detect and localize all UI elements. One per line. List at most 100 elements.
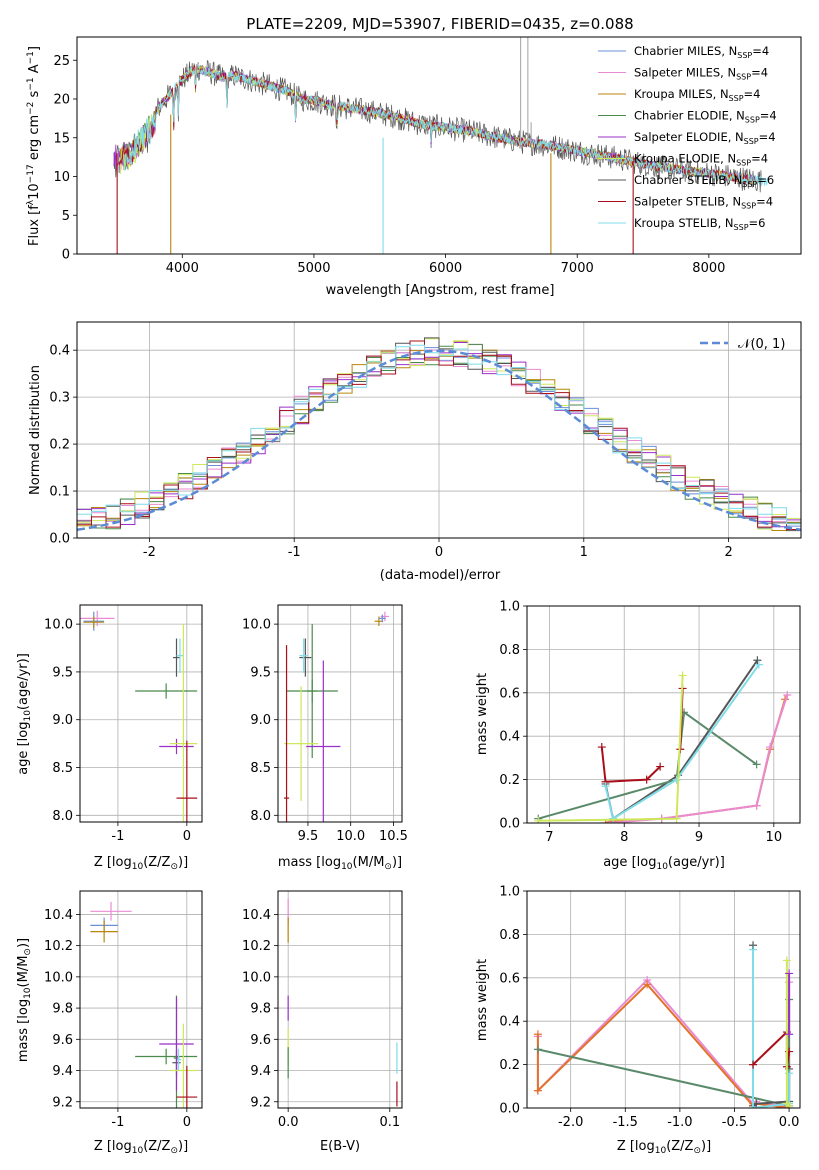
- legend-sub: SSP: [744, 137, 759, 146]
- legend-text: Chabrier STELIB, N: [634, 173, 742, 187]
- label-part: (M/M: [16, 956, 31, 988]
- legend-text: Kroupa MILES, N: [634, 87, 729, 101]
- axes-frame: [526, 890, 801, 1109]
- x-tick-label: 6000: [429, 261, 462, 276]
- x-tick-label: 0.0: [278, 1115, 299, 1130]
- y-tick-label: 0.0: [49, 532, 70, 547]
- y-tick-label: 8.0: [52, 809, 73, 824]
- x-axis-label: E(B-V): [320, 1139, 360, 1154]
- mass-weight-marker: [533, 1086, 542, 1095]
- y-tick-label: 10.4: [242, 908, 271, 923]
- x-axis-label: Z [log10(Z/Z⊙)]: [94, 855, 188, 872]
- y-tick-label: 15: [53, 131, 70, 146]
- label-part: )]: [701, 1139, 711, 1154]
- legend-text: Chabrier ELODIE, N: [634, 109, 745, 123]
- x-tick-label: 1: [580, 545, 588, 560]
- plot-area: [534, 656, 792, 823]
- y-tick-label: 1.0: [499, 600, 520, 615]
- mass-weight-marker: [752, 760, 761, 769]
- panel-age-vs-mass: 9.5 10.0 10.5 8.0 8.5 9.0 9.5 10.0: [242, 605, 408, 844]
- x-tick-label: 4000: [166, 261, 199, 276]
- mass-weight-marker: [785, 969, 794, 978]
- legend-suffix: =4: [760, 109, 777, 123]
- y-tick-label: 0.0: [499, 1102, 520, 1117]
- y-tick-label: 5: [62, 209, 70, 224]
- legend-entry: Kroupa ELODIE, NSSP=4: [634, 152, 768, 168]
- axes-frame: [277, 890, 403, 1109]
- y-tick-label: 8.0: [250, 809, 271, 824]
- plot-area: [77, 337, 801, 532]
- mass-weight-marker: [534, 816, 543, 823]
- plot-area: [90, 901, 198, 1108]
- x-axis-label: mass [log10(M/M⊙)]: [278, 855, 402, 872]
- y-tick-label: 0.4: [49, 344, 70, 359]
- panel-mass-vs-EBV: 0.0 0.1 9.2 9.4 9.6 9.8 10.0 10.2 10.4: [242, 891, 402, 1130]
- x-tick-label: -0.5: [722, 1115, 747, 1130]
- x-tick-label: -2: [143, 545, 156, 560]
- mass-weight-marker: [754, 660, 763, 669]
- label-part: −1: [26, 77, 36, 90]
- plot-area: [287, 898, 398, 1107]
- legend-text: Kroupa STELIB, N: [634, 216, 734, 230]
- mass-weight-marker: [533, 1045, 542, 1054]
- x-tick-label: 7000: [561, 261, 594, 276]
- legend-entry: 𝒩(0, 1): [738, 337, 785, 352]
- y-tick-label: 0.6: [499, 971, 520, 986]
- label-part: 10: [132, 862, 144, 872]
- mass-weight-marker: [656, 762, 665, 771]
- x-tick-label: 0.0: [779, 1115, 800, 1130]
- y-tick-label: 10.0: [44, 970, 73, 985]
- x-tick-label: -1.0: [667, 1115, 692, 1130]
- y-tick-label: 9.8: [52, 1002, 73, 1017]
- legend-suffix: =4: [759, 130, 776, 144]
- legend-suffix: =4: [744, 87, 761, 101]
- y-tick-label: 0.8: [499, 928, 520, 943]
- axes-frame: [76, 321, 802, 539]
- label-part: age [log: [16, 722, 31, 775]
- label-part: mass [log: [16, 999, 31, 1062]
- label-part: )]: [178, 1139, 188, 1154]
- x-tick-label: 7: [545, 830, 553, 845]
- y-axis-label: age [log10(age/yr)]: [16, 653, 33, 775]
- mass-weight-marker: [601, 782, 610, 791]
- mass-weight-marker: [533, 1030, 542, 1039]
- legend-entry: Salpeter STELIB, NSSP=4: [634, 195, 773, 211]
- x-tick-label: 0: [183, 829, 191, 844]
- x-tick-label: -1: [111, 1115, 124, 1130]
- y-tick-label: 25: [53, 54, 70, 69]
- x-tick-label: 0.1: [379, 1115, 400, 1130]
- mass-weight-marker: [752, 801, 761, 810]
- mass-weight-line: [604, 664, 760, 821]
- legend-entry: Salpeter ELODIE, NSSP=4: [634, 130, 776, 146]
- axes-frame: [526, 605, 801, 824]
- legend-entry: Salpeter MILES, NSSP=4: [634, 66, 768, 82]
- label-part: ⊙: [170, 862, 178, 872]
- x-tick-label: 0: [183, 1115, 191, 1130]
- x-tick-label: 8000: [692, 261, 725, 276]
- legend-sub: SSP: [737, 51, 752, 60]
- label-part: (M/M: [353, 855, 385, 870]
- label-part: −1: [26, 51, 36, 64]
- legend-text: Kroupa ELODIE, N: [634, 152, 736, 166]
- legend-suffix: =4: [751, 152, 768, 166]
- x-tick-label: 0: [435, 545, 443, 560]
- y-tick-label: 0.1: [49, 485, 70, 500]
- legend-entry: Chabrier ELODIE, NSSP=4: [634, 109, 777, 125]
- spectrum-line: [118, 64, 756, 185]
- y-tick-label: 8.5: [52, 761, 73, 776]
- panel-spectrum: 4000 5000 6000 7000 8000 0 5 10 15 20 25: [53, 54, 725, 276]
- label-part: −17: [26, 164, 36, 183]
- legend-suffix: =4: [751, 66, 768, 80]
- legend-entry: Kroupa STELIB, NSSP=6: [634, 216, 765, 232]
- y-tick-label: 0.2: [49, 438, 70, 453]
- plot-area: [283, 611, 390, 822]
- label-part: )]: [392, 855, 402, 870]
- y-tick-label: 0.6: [499, 686, 520, 701]
- label-part: 10: [656, 862, 668, 872]
- y-tick-label: 9.2: [52, 1095, 73, 1110]
- mass-weight-line: [537, 710, 758, 820]
- histogram-step: [77, 344, 801, 525]
- y-tick-label: 9.4: [52, 1064, 73, 1079]
- mass-weight-marker: [597, 743, 606, 752]
- legend-sub: SSP: [729, 94, 744, 103]
